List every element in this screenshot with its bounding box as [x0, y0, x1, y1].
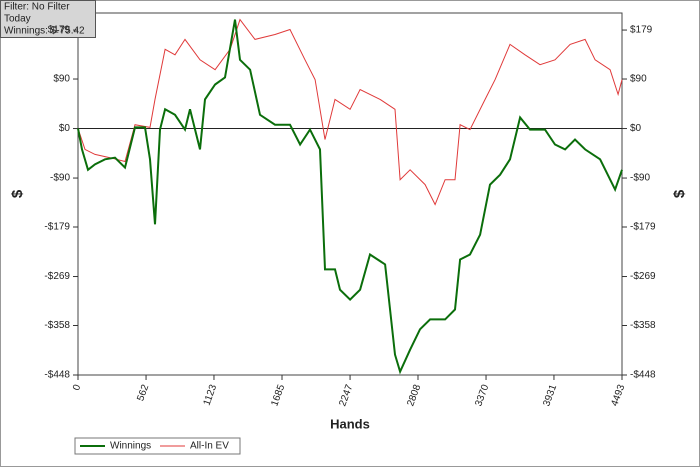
y2-tick-label: $0: [630, 123, 642, 134]
legend-label: All-In EV: [190, 441, 229, 452]
y-tick-label: -$358: [44, 320, 70, 331]
y2-tick-label: -$269: [630, 271, 656, 282]
series-line: [77, 19, 623, 375]
info-text: Today: [4, 14, 31, 25]
series-line: [77, 18, 623, 206]
x-tick-label: 0: [71, 383, 83, 392]
info-text: Filter: No Filter: [4, 2, 70, 13]
y-tick-label: -$269: [44, 271, 70, 282]
y2-tick-label: -$90: [630, 173, 650, 184]
y2-tick-label: $179: [630, 25, 653, 36]
y2-tick-label: -$358: [630, 320, 656, 331]
y2-tick-label: -$448: [630, 370, 656, 381]
y-tick-label: -$90: [50, 173, 70, 184]
y-tick-label: $90: [53, 74, 70, 85]
legend: [74, 437, 241, 455]
legend-label: Winnings: [110, 441, 151, 452]
info-box: [0, 0, 96, 38]
y2-tick-label: $90: [630, 74, 647, 85]
y-tick-label: -$179: [44, 222, 70, 233]
y-tick-label: $179: [48, 25, 71, 36]
y2-axis-label: $: [671, 189, 688, 198]
y-axis-label: $: [9, 189, 26, 198]
info-text: Winnings: $-75.42: [4, 26, 85, 37]
x-axis-label: Hands: [330, 416, 370, 431]
y-tick-label: -$448: [44, 370, 70, 381]
y-tick-label: $0: [59, 123, 71, 134]
plot-area: [77, 12, 623, 376]
y2-tick-label: -$179: [630, 222, 656, 233]
